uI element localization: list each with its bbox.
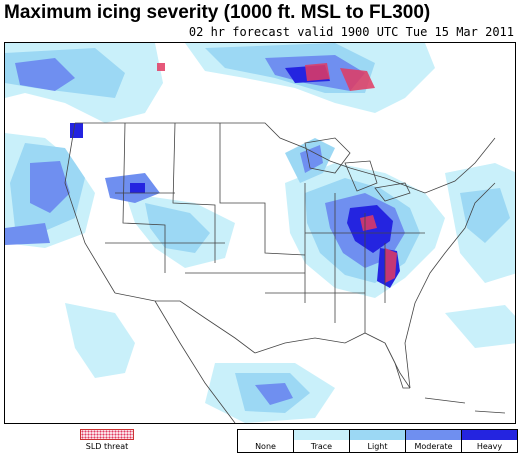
legend-swatch-none	[238, 430, 293, 440]
boundary-lines	[64, 122, 506, 423]
legend-item-none: None	[238, 430, 293, 452]
sld-threat-areas	[157, 63, 397, 283]
legend-label-light: Light	[350, 440, 405, 452]
legend-swatch-heavy	[462, 430, 517, 440]
sld-threat-label: SLD threat	[85, 442, 129, 451]
legend-label-heavy: Heavy	[462, 440, 517, 452]
icing-severity-legend: None Trace Light Moderate Heavy	[237, 429, 518, 453]
legend-label-moderate: Moderate	[406, 440, 461, 452]
legend-swatch-moderate	[406, 430, 461, 440]
icing-map-graphic	[5, 43, 515, 423]
legend-item-trace: Trace	[293, 430, 349, 452]
icing-map	[4, 42, 516, 424]
legend-item-heavy: Heavy	[461, 430, 517, 452]
map-title: Maximum icing severity (1000 ft. MSL to …	[4, 2, 431, 23]
forecast-valid-time: 02 hr forecast valid 1900 UTC Tue 15 Mar…	[188, 25, 514, 39]
legend-label-none: None	[238, 440, 293, 452]
legend-swatch-light	[350, 430, 405, 440]
legend-swatch-trace	[294, 430, 349, 440]
legend-item-moderate: Moderate	[405, 430, 461, 452]
sld-threat-legend: SLD threat	[80, 429, 134, 451]
legend-label-trace: Trace	[294, 440, 349, 452]
legend-item-light: Light	[349, 430, 405, 452]
sld-threat-swatch	[80, 429, 134, 440]
